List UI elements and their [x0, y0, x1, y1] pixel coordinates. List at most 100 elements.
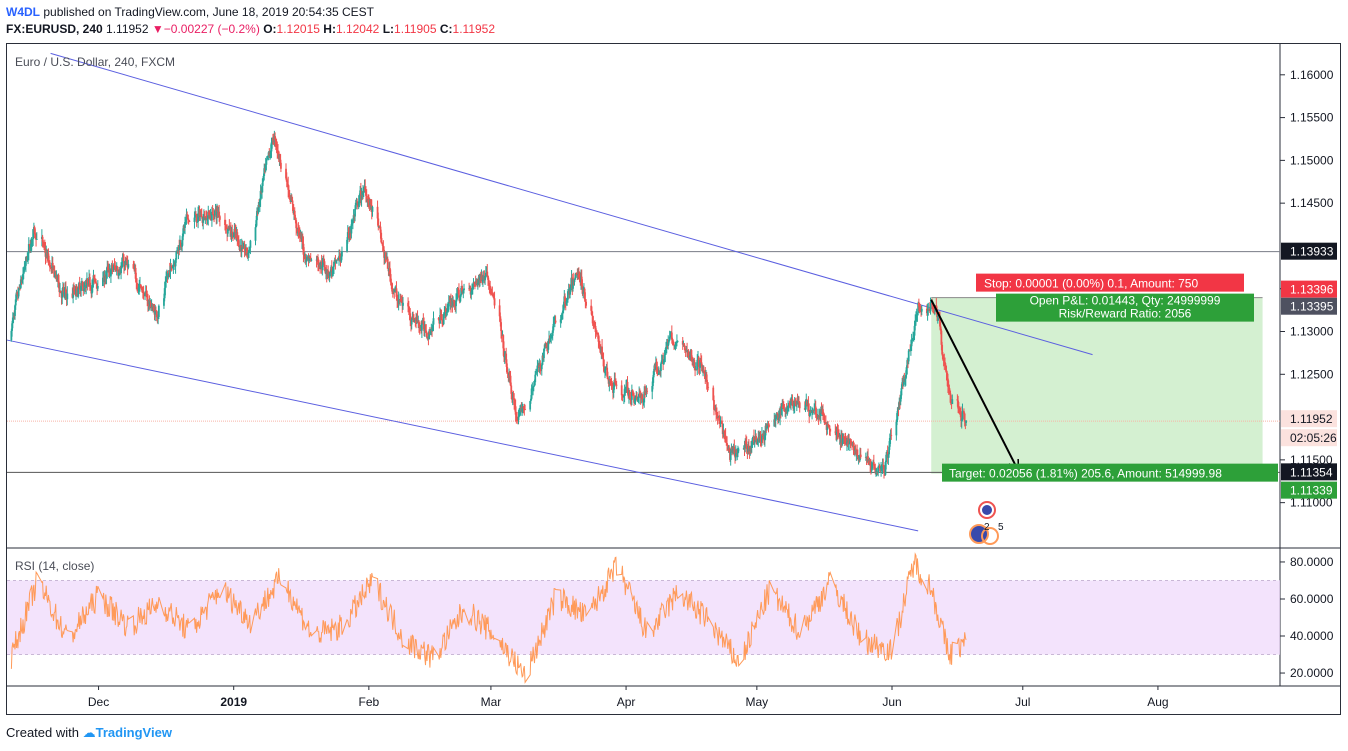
candle-body	[218, 211, 221, 217]
candle-body	[290, 199, 293, 201]
candle-body	[791, 399, 794, 406]
candle-body	[834, 431, 837, 433]
brand-name[interactable]: TradingView	[95, 725, 172, 740]
candle-body	[539, 363, 542, 367]
candle-body	[306, 258, 308, 260]
event-cluster-icon[interactable]	[969, 524, 989, 544]
rsi-band	[7, 580, 1280, 655]
candle-body	[596, 333, 599, 335]
candle-body	[365, 195, 368, 203]
candle-body	[636, 399, 639, 401]
candle-body	[744, 440, 747, 449]
candle-body	[32, 229, 35, 240]
candle-body	[121, 260, 124, 263]
candle-body	[798, 401, 800, 403]
candle-body	[482, 279, 484, 283]
candle-body	[264, 164, 267, 171]
candle-body	[659, 370, 662, 372]
candle-body	[690, 350, 693, 361]
candle-body	[354, 208, 356, 217]
author-name[interactable]: W4DL	[6, 5, 40, 19]
candle-body	[905, 367, 908, 376]
candle-body	[391, 283, 393, 292]
candle-body	[931, 302, 933, 305]
candle-body	[601, 346, 603, 357]
candle-body	[489, 285, 492, 289]
candle-body	[453, 301, 456, 305]
candle-body	[702, 369, 705, 371]
candle-body	[171, 267, 174, 269]
candle-body	[551, 330, 554, 336]
candle-body	[689, 355, 691, 357]
candle-body	[276, 148, 279, 152]
candle-body	[395, 288, 398, 297]
candle-body	[606, 376, 609, 379]
candle-body	[552, 323, 555, 331]
trend-line-lower[interactable]	[6, 339, 919, 532]
candle-body	[231, 231, 234, 234]
candle-body	[92, 275, 95, 283]
tag-last-bg	[1281, 410, 1337, 428]
candle-body	[872, 461, 875, 466]
candle-body	[33, 227, 36, 234]
candle-body	[304, 254, 307, 262]
down-triangle-icon: ▼	[151, 22, 164, 36]
candle-body	[184, 221, 186, 228]
candle-body	[543, 348, 545, 359]
candle-body	[731, 449, 734, 451]
candle-body	[513, 404, 516, 407]
candle-body	[324, 267, 327, 273]
candle-body	[959, 411, 962, 414]
candle-body	[460, 288, 463, 296]
candle-body	[195, 213, 198, 223]
candle-body	[169, 265, 172, 272]
candle-body	[376, 206, 379, 219]
candle-body	[42, 241, 45, 245]
candle-body	[125, 259, 128, 265]
candle-body	[261, 178, 264, 186]
candle-body	[257, 204, 260, 213]
candle-body	[233, 228, 236, 236]
candle-body	[360, 194, 363, 200]
profit-zone[interactable]	[931, 297, 1263, 474]
candle-body	[931, 304, 934, 307]
candle-body	[310, 259, 313, 261]
candle-body	[24, 257, 27, 266]
candle-body	[569, 287, 572, 295]
time-tick-label: Dec	[88, 695, 109, 709]
candle-body	[30, 243, 32, 252]
candle-body	[193, 217, 196, 222]
forecast-arrow[interactable]	[930, 299, 1020, 472]
candle-body	[763, 435, 766, 441]
candle-body	[409, 313, 412, 320]
candle-body	[753, 441, 756, 443]
candle-body	[293, 210, 296, 218]
tradingview-logo-icon: ☁	[82, 725, 96, 740]
time-tick-label: Aug	[1147, 695, 1168, 709]
candle-body	[606, 367, 609, 377]
candle-body	[477, 277, 480, 284]
candle-body	[174, 259, 177, 267]
candle-body	[880, 466, 882, 470]
candle-body	[149, 301, 152, 307]
candle-body	[768, 425, 771, 427]
candle-body	[845, 439, 848, 444]
candle-body	[780, 409, 783, 412]
candle-body	[212, 214, 215, 216]
candle-body	[91, 285, 93, 294]
candle-body	[899, 401, 901, 403]
candle-body	[265, 159, 268, 165]
candle-body	[613, 379, 616, 387]
candle-body	[120, 267, 122, 274]
candle-body	[43, 244, 45, 246]
candle-body	[824, 422, 827, 425]
candle-body	[476, 283, 479, 285]
candle-body	[181, 240, 184, 247]
candle-body	[424, 325, 427, 331]
candle-body	[48, 262, 51, 268]
candle-body	[11, 317, 14, 324]
candle-body	[549, 338, 552, 341]
candle-body	[291, 200, 294, 205]
candle-body	[673, 345, 676, 347]
